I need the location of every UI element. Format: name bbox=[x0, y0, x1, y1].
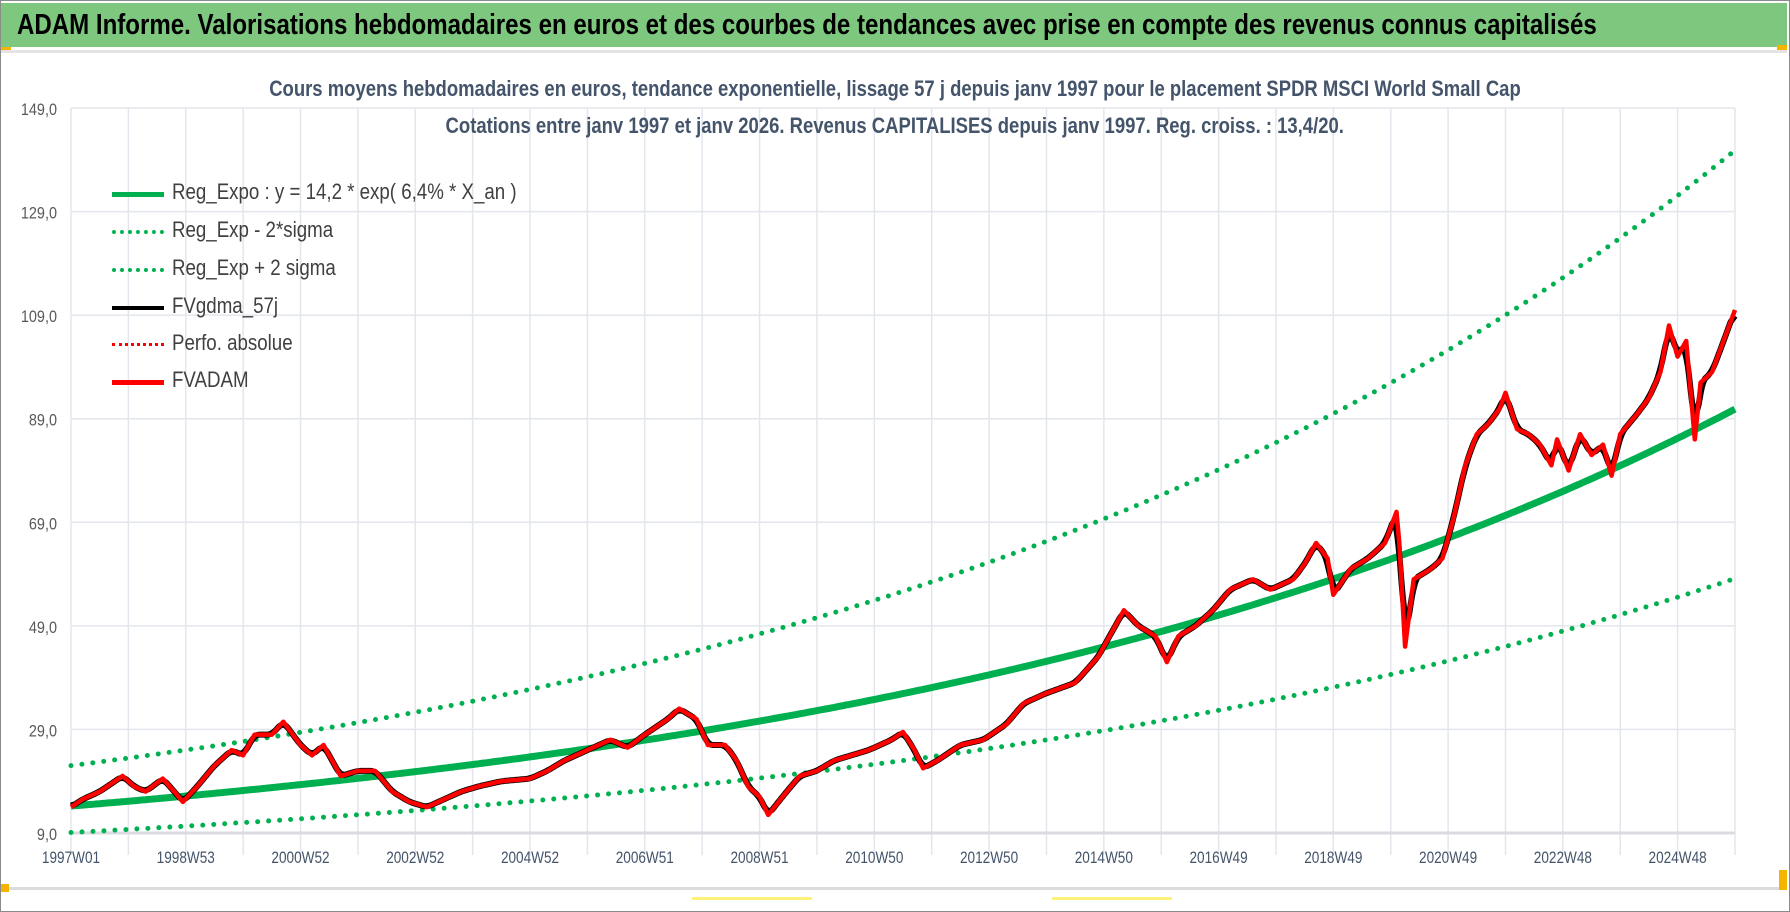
x-tick-label: 2006W51 bbox=[616, 849, 674, 868]
x-tick-label: 2016W49 bbox=[1190, 849, 1248, 868]
chart-subtitle: Cotations entre janv 1997 et janv 2026. … bbox=[0, 113, 1790, 139]
fvadam-line bbox=[69, 309, 1738, 818]
header-bar: ADAM Informe. Valorisations hebdomadaire… bbox=[1, 3, 1787, 47]
x-tick-label: 2018W49 bbox=[1304, 849, 1362, 868]
reg-exp-minus-2sigma-line bbox=[68, 576, 1738, 835]
divider bbox=[1, 50, 1787, 53]
chart-subtitle-text: Cotations entre janv 1997 et janv 2026. … bbox=[445, 113, 1345, 138]
x-tick-label: 1998W53 bbox=[157, 849, 215, 868]
legend-label: Reg_Exp - 2*sigma bbox=[172, 217, 334, 242]
y-tick-label: 89,0 bbox=[29, 412, 57, 430]
legend-swatch bbox=[112, 343, 164, 346]
legend-swatch bbox=[112, 230, 164, 234]
highlight-mark bbox=[1052, 897, 1172, 900]
highlight-mark bbox=[692, 897, 812, 900]
legend-swatch bbox=[112, 268, 164, 272]
x-tick-label: 2012W50 bbox=[960, 849, 1018, 868]
legend-swatch bbox=[112, 380, 164, 385]
legend-label: FVgdma_57j bbox=[172, 293, 279, 318]
fvgdma-57j-line bbox=[69, 314, 1738, 814]
x-tick-label: 2002W52 bbox=[386, 849, 444, 868]
x-tick-label: 2022W48 bbox=[1534, 849, 1592, 868]
y-tick-label: 9,0 bbox=[37, 826, 57, 844]
y-tick-label: 49,0 bbox=[29, 619, 57, 637]
chart-title-text: Cours moyens hebdomadaires en euros, ten… bbox=[269, 76, 1521, 101]
y-tick-label: 129,0 bbox=[21, 205, 57, 223]
x-tick-label: 2024W48 bbox=[1649, 849, 1707, 868]
x-tick-label: 2000W52 bbox=[271, 849, 329, 868]
legend-swatch bbox=[112, 192, 164, 197]
y-tick-label: 149,0 bbox=[21, 101, 57, 119]
y-tick-label: 109,0 bbox=[21, 308, 57, 326]
divider bbox=[1, 887, 1787, 890]
reg-expo-line bbox=[70, 405, 1737, 810]
legend-label: FVADAM bbox=[172, 367, 249, 392]
y-axis: 149,0 129,0 109,0 89,0 69,0 49,0 29,0 9,0 bbox=[21, 101, 57, 844]
x-tick-label: 2004W52 bbox=[501, 849, 559, 868]
y-tick-label: 29,0 bbox=[29, 722, 57, 740]
header-title: ADAM Informe. Valorisations hebdomadaire… bbox=[17, 9, 1597, 41]
x-tick-label: 2014W50 bbox=[1075, 849, 1133, 868]
x-axis: 1997W01 1998W53 2000W52 2002W52 2004W52 2006W… bbox=[42, 849, 1707, 868]
resize-handle[interactable] bbox=[1779, 870, 1787, 890]
resize-handle[interactable] bbox=[1777, 45, 1787, 53]
series-layer bbox=[68, 147, 1738, 835]
resize-handle[interactable] bbox=[1, 884, 9, 892]
x-tick-label: 2008W51 bbox=[730, 849, 788, 868]
x-tick-label: 2010W50 bbox=[845, 849, 903, 868]
x-tick-label: 2020W49 bbox=[1419, 849, 1477, 868]
x-tick-label: 1997W01 bbox=[42, 849, 100, 868]
legend-label: Reg_Expo : y = 14,2 * exp( 6,4% * X_an ) bbox=[172, 179, 517, 204]
legend-swatch bbox=[112, 306, 164, 310]
legend-label: Reg_Exp + 2 sigma bbox=[172, 255, 336, 280]
grid bbox=[70, 107, 1736, 855]
y-tick-label: 69,0 bbox=[29, 515, 57, 533]
resize-handle[interactable] bbox=[1, 47, 11, 52]
legend-label: Perfo. absolue bbox=[172, 330, 293, 355]
chart-title: Cours moyens hebdomadaires en euros, ten… bbox=[0, 76, 1790, 102]
